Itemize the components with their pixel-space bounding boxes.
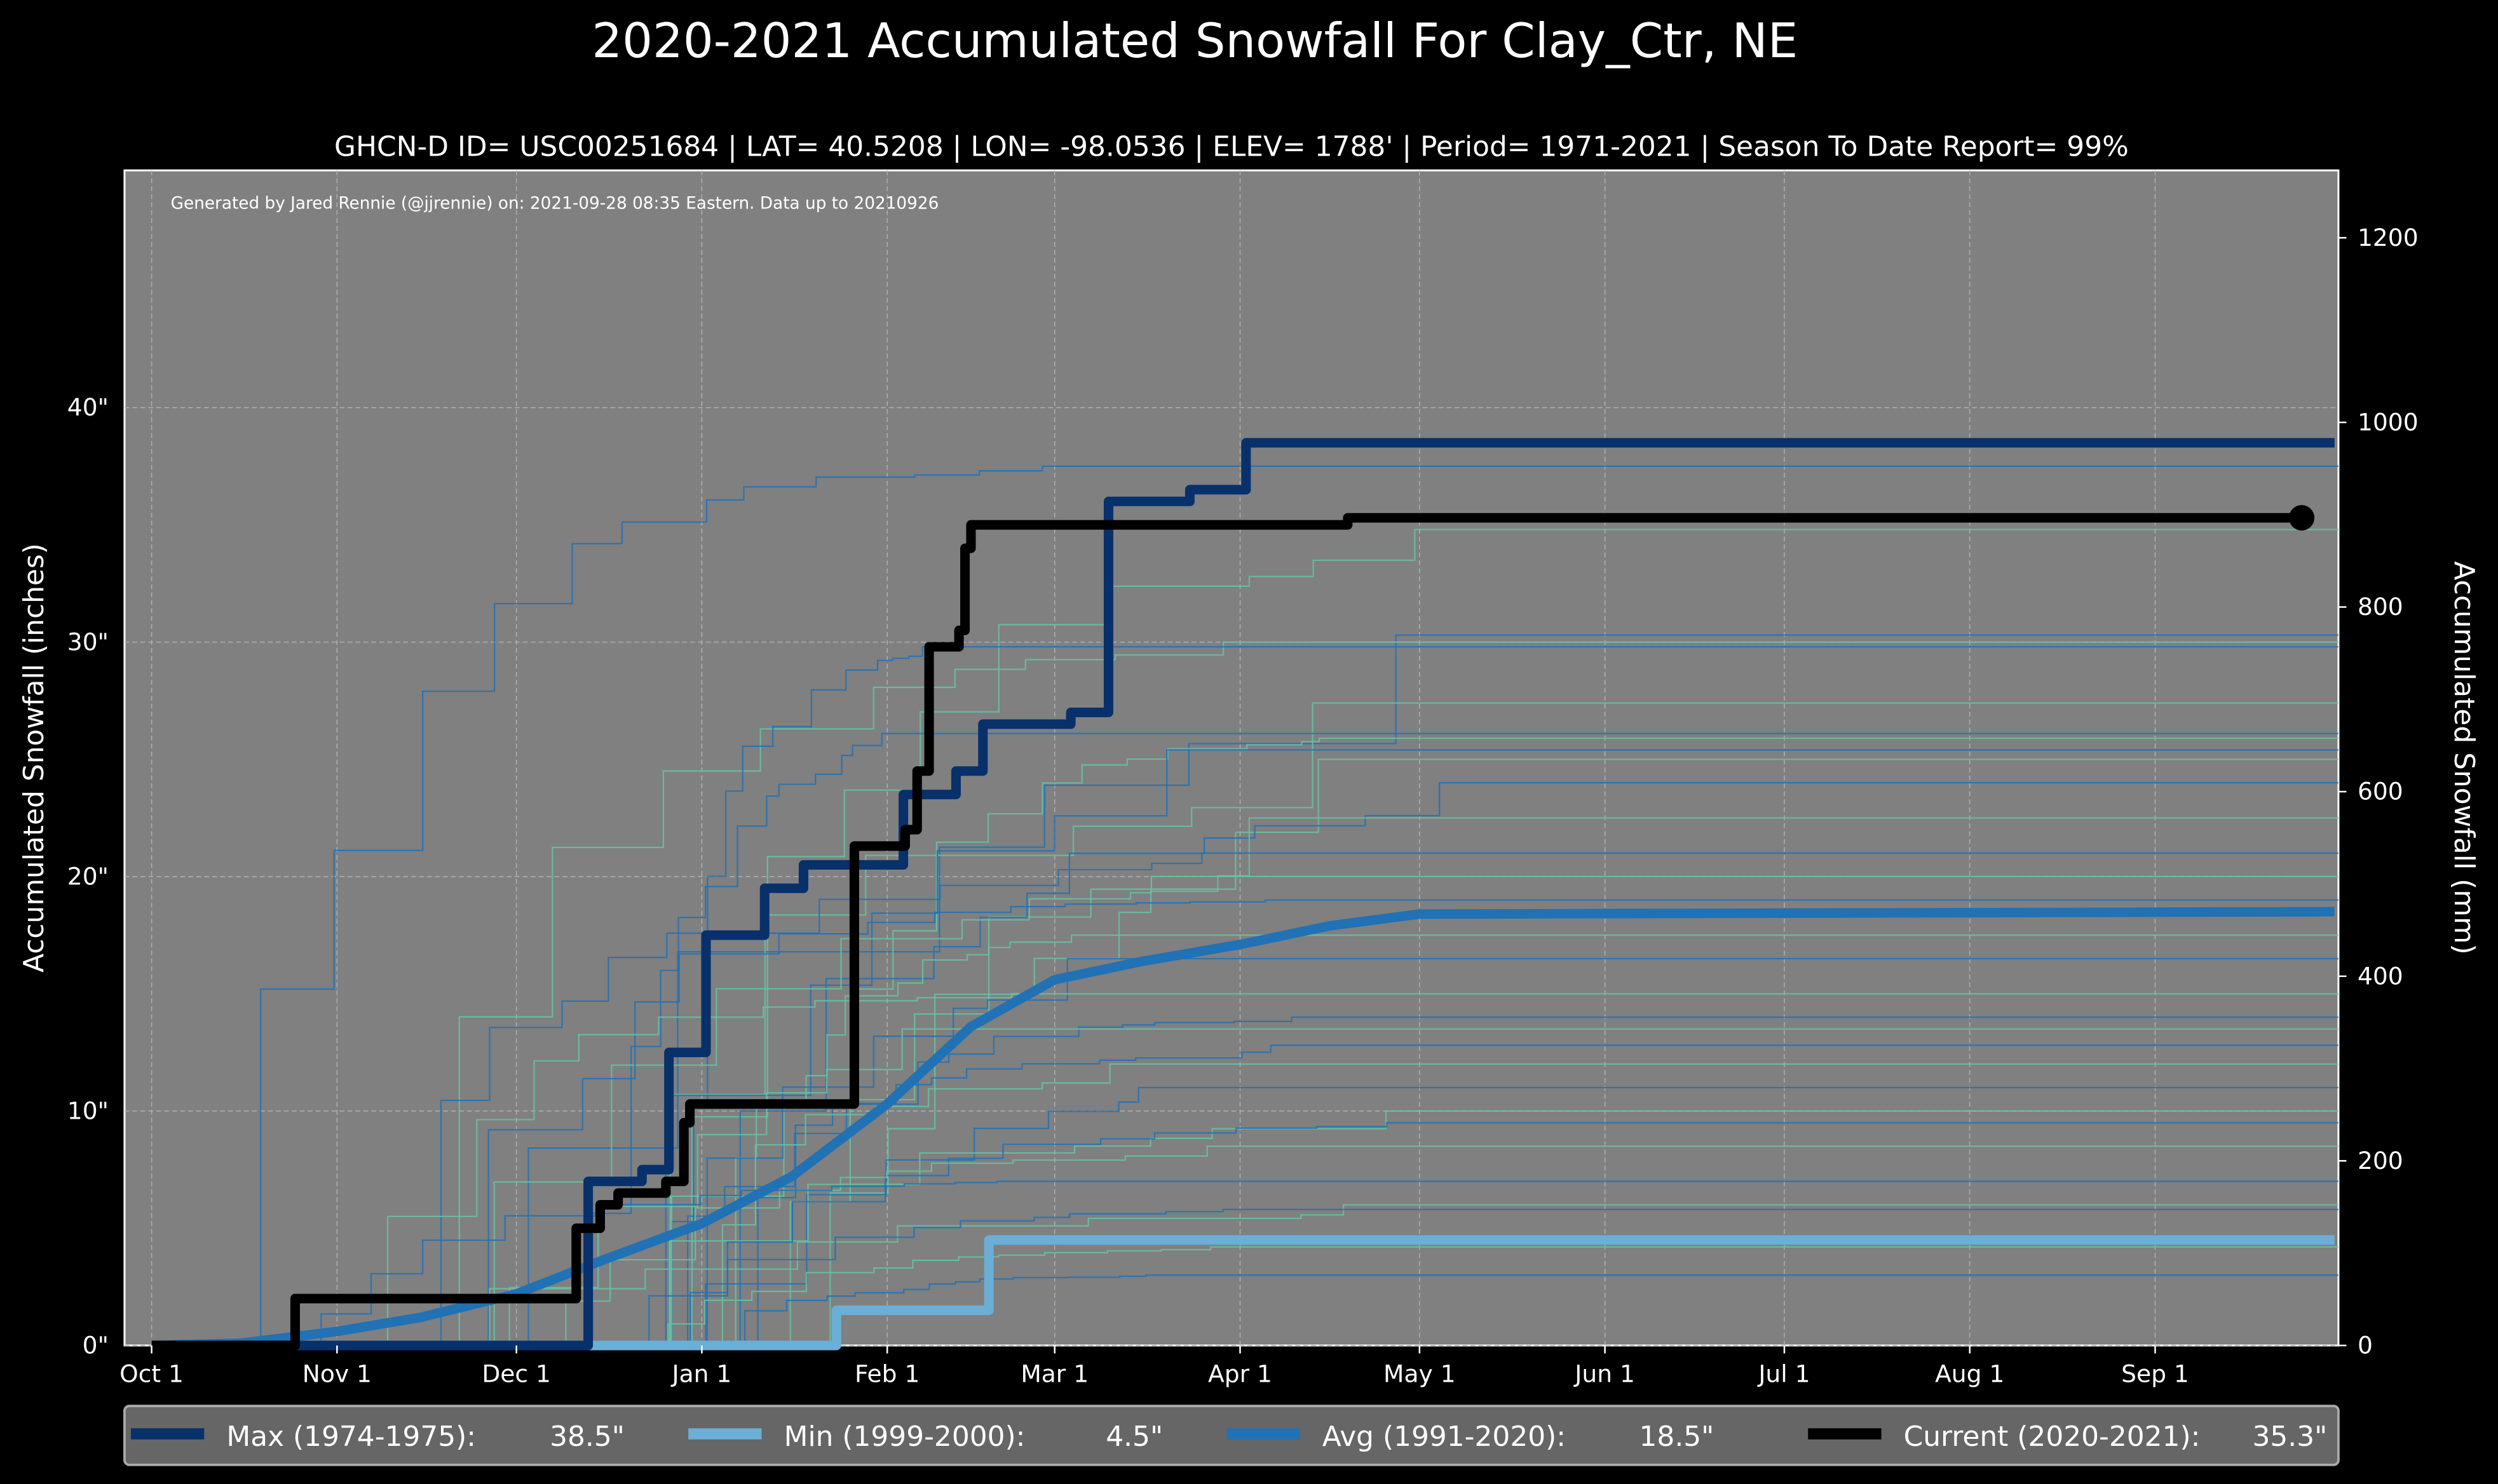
max-legend-total: 38.5" xyxy=(550,1420,625,1453)
other-season-line xyxy=(151,1208,2338,1347)
other-season-line xyxy=(151,875,2338,1347)
other-season-line xyxy=(151,732,2338,1347)
y-tick-label: 40" xyxy=(67,393,109,421)
min-series-line xyxy=(151,1235,2335,1351)
other-season-line xyxy=(151,993,2338,1347)
other-season-line xyxy=(151,1180,2338,1347)
avg-series-line xyxy=(151,907,2335,1351)
y2-tick-label: 600 xyxy=(2358,778,2403,806)
x-tick-label: Nov 1 xyxy=(302,1360,372,1388)
other-season-line xyxy=(151,1145,2338,1347)
max-legend-swatch xyxy=(130,1428,205,1440)
avg-legend-total: 18.5" xyxy=(1639,1420,1714,1453)
y-tick-label: 30" xyxy=(67,628,109,656)
other-season-line xyxy=(151,645,2338,1347)
x-tick-label: Oct 1 xyxy=(119,1360,184,1388)
other-season-line xyxy=(151,782,2338,1347)
other-season-line xyxy=(151,465,2338,1347)
x-tick-label: Aug 1 xyxy=(1935,1360,2004,1388)
x-tick-label: Sep 1 xyxy=(2121,1360,2189,1388)
other-season-line xyxy=(151,899,2338,1347)
chart-title: 2020-2021 Accumulated Snowfall For Clay_… xyxy=(592,13,1798,69)
y-axis-label: Accumulated Snowfall (inches) xyxy=(18,543,50,973)
x-tick-label: Jan 1 xyxy=(671,1360,732,1388)
x-tick-label: Dec 1 xyxy=(482,1360,551,1388)
min-legend-total: 4.5" xyxy=(1106,1420,1163,1453)
other-season-line xyxy=(151,1028,2338,1347)
other-season-line xyxy=(151,634,2338,1347)
y-tick-label: 0" xyxy=(83,1331,109,1359)
credit-text: Generated by Jared Rennie (@jjrennie) on… xyxy=(171,194,939,213)
plot-area xyxy=(123,169,2340,1347)
y2-axis-label: Accumulated Snowfall (mm) xyxy=(2448,561,2480,954)
other-season-line xyxy=(151,1016,2338,1347)
other-season-line xyxy=(151,1246,2338,1347)
y2-tick-label: 0 xyxy=(2358,1331,2373,1359)
current-series-line xyxy=(151,513,2302,1351)
min-legend-swatch xyxy=(688,1428,762,1440)
other-season-line xyxy=(151,529,2338,1347)
other-seasons xyxy=(151,465,2338,1347)
avg-legend-label: Avg (1991-2020): xyxy=(1322,1420,1566,1453)
current-legend-label: Current (2020-2021): xyxy=(1904,1420,2201,1453)
other-season-line xyxy=(151,1086,2338,1347)
x-tick-label: Mar 1 xyxy=(1021,1360,1089,1388)
y2-tick-label: 1000 xyxy=(2358,408,2419,436)
other-season-line xyxy=(151,1122,2338,1347)
other-season-line xyxy=(151,1204,2338,1347)
legend: Max (1974-1975): 38.5" Min (1999-2000): 4.5… xyxy=(123,1405,2340,1466)
y-tick-label: 20" xyxy=(67,862,109,890)
y2-axis: 0 200 400 600 800 1000 1200 xyxy=(2338,224,2419,1359)
other-season-line xyxy=(151,1274,2338,1347)
y2-tick-label: 400 xyxy=(2358,962,2403,990)
y2-tick-label: 1200 xyxy=(2358,224,2419,252)
other-season-line xyxy=(151,749,2338,1347)
x-tick-label: Jul 1 xyxy=(1757,1360,1810,1388)
y-tick-label: 10" xyxy=(67,1096,109,1124)
other-season-line xyxy=(151,641,2338,1347)
current-legend-swatch xyxy=(1808,1428,1882,1440)
min-legend-label: Min (1999-2000): xyxy=(784,1420,1026,1453)
y2-tick-label: 200 xyxy=(2358,1147,2403,1175)
x-axis: Oct 1 Nov 1 Dec 1 Jan 1 Feb 1 Mar 1 Apr 1 May 1… xyxy=(119,1345,2189,1388)
y-axis: 0" 10" 20" 30" 40" xyxy=(67,393,109,1359)
x-tick-label: Apr 1 xyxy=(1208,1360,1272,1388)
other-season-line xyxy=(151,957,2338,1347)
y2-tick-label: 800 xyxy=(2358,593,2403,621)
x-tick-label: Jun 1 xyxy=(1573,1360,1635,1388)
x-tick-label: May 1 xyxy=(1383,1360,1456,1388)
main-series xyxy=(151,438,2335,1351)
other-season-line xyxy=(151,852,2338,1347)
chart-subtitle: GHCN-D ID= USC00251684 | LAT= 40.5208 | … xyxy=(334,131,2129,163)
x-tick-label: Feb 1 xyxy=(855,1360,920,1388)
avg-legend-swatch xyxy=(1226,1428,1300,1440)
current-end-marker xyxy=(2289,505,2315,531)
current-legend-total: 35.3" xyxy=(2253,1420,2328,1453)
max-legend-label: Max (1974-1975): xyxy=(226,1420,476,1453)
